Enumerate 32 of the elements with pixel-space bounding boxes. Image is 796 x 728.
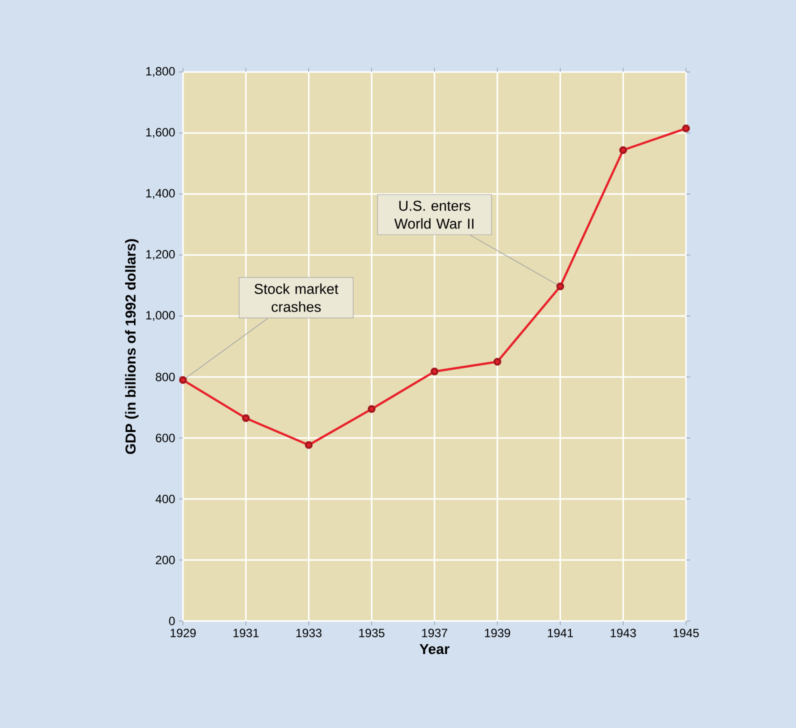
point	[242, 414, 250, 422]
y-tick-label: 400	[156, 494, 175, 504]
annotation: Stock market crashes	[254, 283, 338, 312]
y-axis-title: GDP (in billions of 1992 dollars)	[125, 239, 138, 454]
y-tick-label: 600	[156, 434, 175, 442]
x-tick-label: 1941	[548, 628, 573, 638]
y-tick-label: 800	[156, 372, 175, 382]
point	[430, 368, 438, 376]
point	[682, 124, 690, 132]
point	[304, 441, 313, 449]
x-tick-label: 1937	[422, 628, 448, 638]
y-tick-label: 1,000	[146, 311, 175, 321]
point	[619, 146, 628, 154]
point	[493, 358, 502, 366]
x-tick-label: 1945	[674, 628, 699, 638]
y-tick-label: 1,600	[146, 128, 175, 138]
point	[556, 282, 564, 290]
y-tick-label: 200	[156, 556, 175, 564]
y-tick-label: 0	[169, 616, 175, 626]
x-tick-label: 1943	[610, 628, 636, 638]
x-tick-label: 1929	[170, 628, 196, 638]
y-tick-label: 1,200	[146, 250, 175, 260]
x-axis-title: Year	[420, 644, 450, 654]
x-tick-label: 1933	[296, 628, 322, 638]
x-tick-label: 1931	[233, 628, 259, 638]
x-tick-label: 1939	[484, 628, 510, 638]
point	[179, 376, 187, 384]
x-tick-label: 1935	[359, 628, 384, 638]
y-tick-label: 1,800	[146, 67, 175, 77]
annotation: U.S. enters World War II	[394, 200, 474, 229]
point	[368, 405, 376, 413]
y-tick-label: 1,400	[146, 189, 175, 199]
